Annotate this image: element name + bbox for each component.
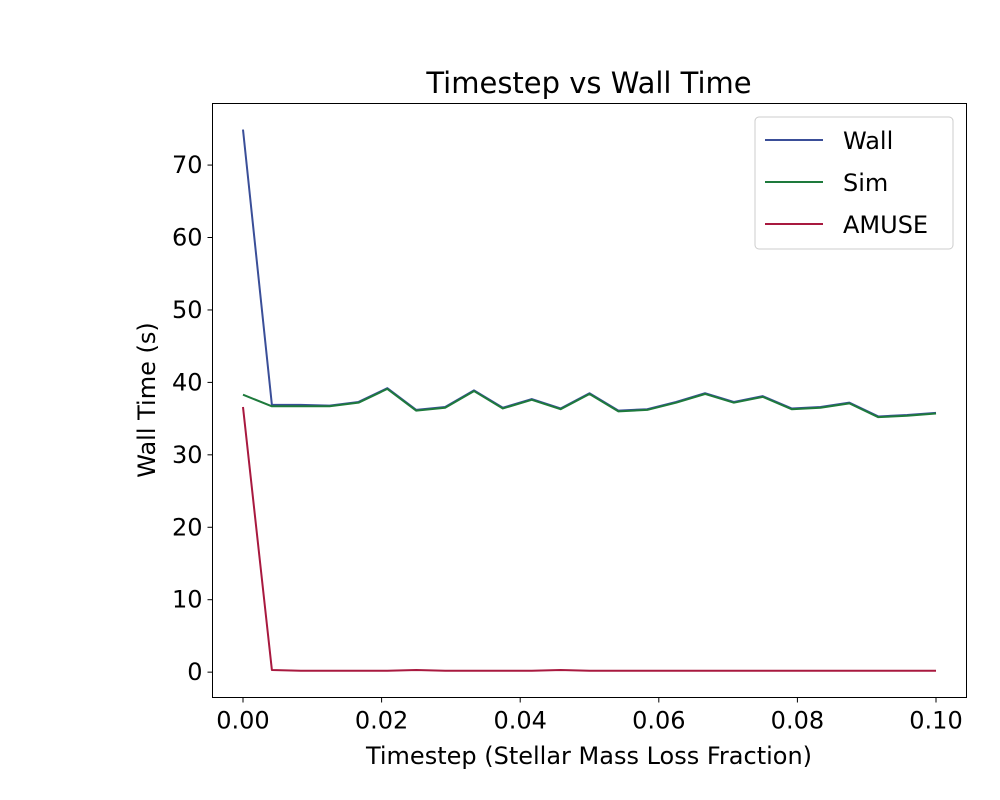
legend-label-sim: Sim [843, 169, 888, 197]
y-tick-label: 40 [172, 368, 203, 396]
x-axis-title: Timestep (Stellar Mass Loss Fraction) [365, 742, 812, 770]
y-axis: 0 10 20 30 40 50 60 70 [172, 151, 213, 686]
legend-box [754, 116, 954, 250]
legend-label-amuse: AMUSE [843, 211, 928, 239]
y-tick-label: 70 [172, 151, 203, 179]
y-tick-label: 0 [187, 658, 202, 686]
y-tick-label: 50 [172, 296, 203, 324]
legend-label-wall: Wall [843, 127, 893, 155]
y-axis-title: Wall Time (s) [133, 322, 161, 477]
legend: Wall Sim AMUSE [754, 116, 954, 250]
y-tick-label: 60 [172, 224, 203, 252]
x-tick-label: 0.08 [771, 707, 824, 735]
y-tick-label: 30 [172, 441, 203, 469]
plot-frame [212, 103, 967, 698]
x-tick-label: 0.06 [632, 707, 685, 735]
series-group [241, 129, 937, 672]
x-tick-label: 0.00 [216, 707, 269, 735]
y-tick-label: 10 [172, 586, 203, 614]
series-line-sim [242, 387, 937, 419]
x-axis: 0.00 0.02 0.04 0.06 0.08 0.10 [216, 697, 963, 735]
x-tick-label: 0.02 [355, 707, 408, 735]
y-tick-label: 20 [172, 513, 203, 541]
series-line-amuse [241, 406, 937, 672]
x-tick-label: 0.04 [493, 707, 546, 735]
x-tick-label: 0.10 [909, 707, 962, 735]
chart-title: Timestep vs Wall Time [425, 66, 751, 100]
